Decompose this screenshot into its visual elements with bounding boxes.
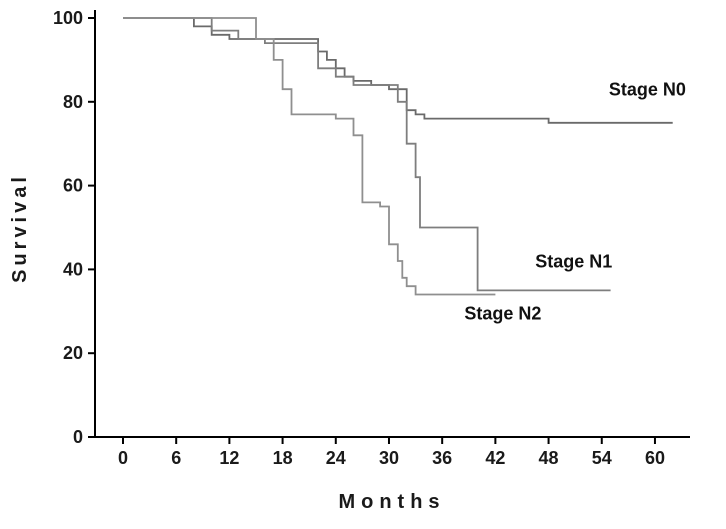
x-tick-label: 12 [219,448,239,468]
series-path-stage-n2 [123,17,496,296]
x-tick-label: 48 [539,448,559,468]
x-tick-label: 0 [118,448,128,468]
series-path-stage-n0 [123,17,673,124]
x-tick-label: 54 [592,448,612,468]
x-tick-label: 6 [171,448,181,468]
axes [94,10,690,438]
tick-labels: 0 20 40 60 80 100 0 6 12 18 24 30 36 42 48 54 60 [53,8,665,468]
tick-marks [88,17,656,444]
y-tick-label: 20 [63,343,83,363]
y-tick-label: 60 [63,176,83,196]
x-tick-label: 30 [379,448,399,468]
y-tick-label: 0 [73,427,83,447]
x-tick-label: 42 [485,448,505,468]
x-tick-label: 24 [326,448,346,468]
series-label-stage-n1: Stage N1 [535,251,612,271]
series-path-stage-n1 [123,17,611,292]
x-tick-label: 36 [432,448,452,468]
y-tick-label: 40 [63,259,83,279]
series-curves [123,17,673,296]
y-tick-label: 100 [53,8,83,28]
x-tick-label: 18 [273,448,293,468]
x-tick-label: 60 [645,448,665,468]
y-axis-title: Survival [9,173,31,283]
series-annotations: Stage N0 Stage N1 Stage N2 [464,80,686,324]
series-label-stage-n0: Stage N0 [609,80,686,100]
x-axis-title: Months [338,491,445,513]
series-label-stage-n2: Stage N2 [464,304,541,324]
y-tick-label: 80 [63,92,83,112]
